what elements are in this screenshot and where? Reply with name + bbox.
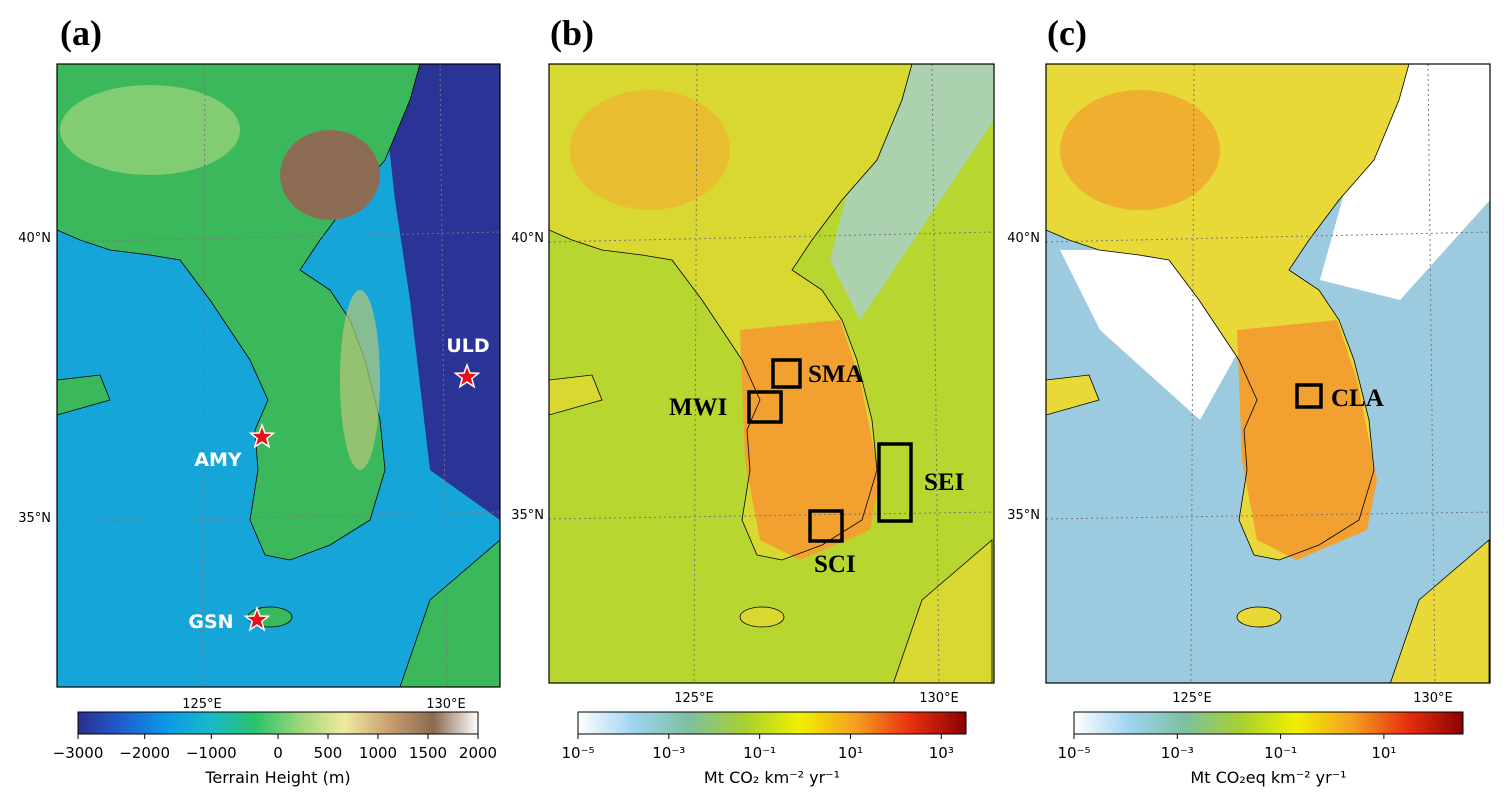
lat-label: 35°N [18, 511, 51, 526]
colorbar-tick-label: 10¹ [838, 744, 863, 762]
lon-label: 125°E [1172, 691, 1212, 706]
lat-label: 35°N [1007, 508, 1040, 523]
lat-label: 40°N [18, 231, 51, 246]
colorbar-title: Mt CO₂eq km⁻² yr⁻¹ [1190, 768, 1346, 787]
colorbar-tick-label: 2000 [459, 744, 497, 762]
colorbar-tick-label: 1500 [409, 744, 447, 762]
colorbar [1073, 711, 1464, 735]
station-label: AMY [194, 449, 242, 471]
colorbar-tick-label: −3000 [53, 744, 104, 762]
colorbar-title: Mt CO₂ km⁻² yr⁻¹ [704, 768, 840, 787]
region-label: CLA [1331, 385, 1384, 412]
lon-label: 130°E [426, 697, 466, 712]
colorbar-tick-label: 10¹ [1371, 744, 1396, 762]
colorbar-tick-label: 500 [314, 744, 343, 762]
colorbar-tick-label: −2000 [119, 744, 170, 762]
colorbar [577, 711, 967, 735]
region-label: MWI [669, 394, 727, 421]
region-box [747, 390, 783, 424]
colorbar-tick-label: 10⁻⁵ [1057, 744, 1090, 762]
region-box [808, 509, 844, 543]
region-label: SEI [924, 469, 964, 496]
map-frame [1045, 63, 1491, 684]
region-label: SCI [814, 551, 856, 578]
map-frame [548, 63, 995, 684]
region-label: SMA [808, 361, 864, 388]
lon-label: 125°E [182, 697, 222, 712]
map-c [1046, 64, 1490, 683]
colorbar-tick-label: −1000 [186, 744, 237, 762]
lat-label: 35°N [511, 508, 544, 523]
lon-label: 130°E [919, 691, 959, 706]
lat-label: 40°N [511, 231, 544, 246]
colorbar-tick-label: 10⁻³ [1161, 744, 1194, 762]
colorbar-tick-label: 10⁻¹ [1264, 744, 1297, 762]
colorbar-tick-label: 10⁻¹ [743, 744, 776, 762]
colorbar [77, 711, 479, 735]
region-box [877, 442, 913, 523]
map-a [57, 64, 500, 687]
lat-label: 40°N [1007, 231, 1040, 246]
colorbar-title: Terrain Height (m) [204, 768, 350, 787]
station-label: GSN [188, 611, 233, 633]
station-label: ULD [446, 335, 489, 357]
lon-label: 125°E [674, 691, 714, 706]
region-box [1295, 383, 1323, 409]
colorbar-tick-label: 10³ [929, 744, 954, 762]
region-box [771, 358, 802, 389]
panel-label: (b) [550, 13, 594, 53]
colorbar-tick-label: 10⁻³ [652, 744, 685, 762]
colorbar-tick-label: 10⁻⁵ [561, 744, 594, 762]
station-marker [453, 362, 481, 389]
colorbar-tick-label: 0 [273, 744, 283, 762]
colorbar-tick-label: 1000 [359, 744, 397, 762]
panel-label: (c) [1047, 13, 1087, 53]
panel-label: (a) [60, 13, 102, 53]
map-frame [56, 63, 501, 688]
lon-label: 130°E [1413, 691, 1453, 706]
station-marker [248, 422, 276, 449]
station-marker [243, 605, 271, 632]
